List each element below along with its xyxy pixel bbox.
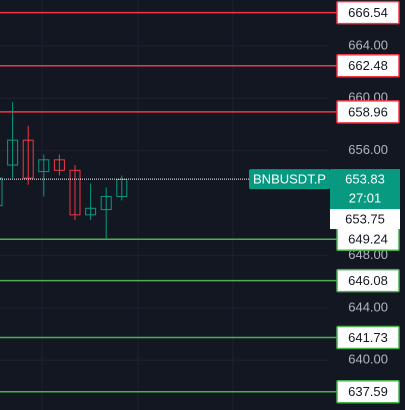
level-label: 641.73 bbox=[348, 330, 388, 345]
candle-body bbox=[0, 177, 3, 207]
y-tick-label: 664.00 bbox=[348, 37, 388, 52]
last-price-label: 653.83 bbox=[345, 172, 385, 187]
candle-body bbox=[69, 169, 81, 216]
y-tick-label: 656.00 bbox=[348, 142, 388, 157]
symbol-label: BNBUSDT.P bbox=[253, 172, 326, 187]
y-tick-label: 644.00 bbox=[348, 299, 388, 314]
y-tick-label: 640.00 bbox=[348, 352, 388, 367]
level-label: 646.08 bbox=[348, 273, 388, 288]
level-label-box bbox=[336, 54, 400, 78]
candle-body bbox=[100, 195, 112, 211]
level-label-box bbox=[336, 268, 400, 293]
candle-body bbox=[7, 139, 19, 166]
level-label-box bbox=[336, 325, 400, 350]
level-label: 658.96 bbox=[348, 104, 388, 119]
candle-body bbox=[116, 178, 128, 197]
countdown-label: 27:01 bbox=[349, 191, 382, 206]
level-label: 666.54 bbox=[348, 5, 388, 20]
level-label-box bbox=[336, 380, 400, 404]
level-label-box bbox=[336, 0, 400, 25]
level-label: 637.59 bbox=[348, 384, 388, 399]
candle-body bbox=[53, 159, 65, 171]
last-price-box bbox=[330, 169, 400, 210]
level-label-box bbox=[336, 100, 400, 124]
mark-price-box bbox=[330, 209, 400, 230]
candle-body bbox=[85, 207, 97, 216]
candle-body bbox=[22, 139, 34, 179]
symbol-box bbox=[249, 169, 330, 190]
candle-body bbox=[38, 159, 50, 173]
level-label: 662.48 bbox=[348, 58, 388, 73]
mark-price-label: 653.75 bbox=[345, 212, 385, 227]
level-label: 649.24 bbox=[348, 232, 388, 247]
